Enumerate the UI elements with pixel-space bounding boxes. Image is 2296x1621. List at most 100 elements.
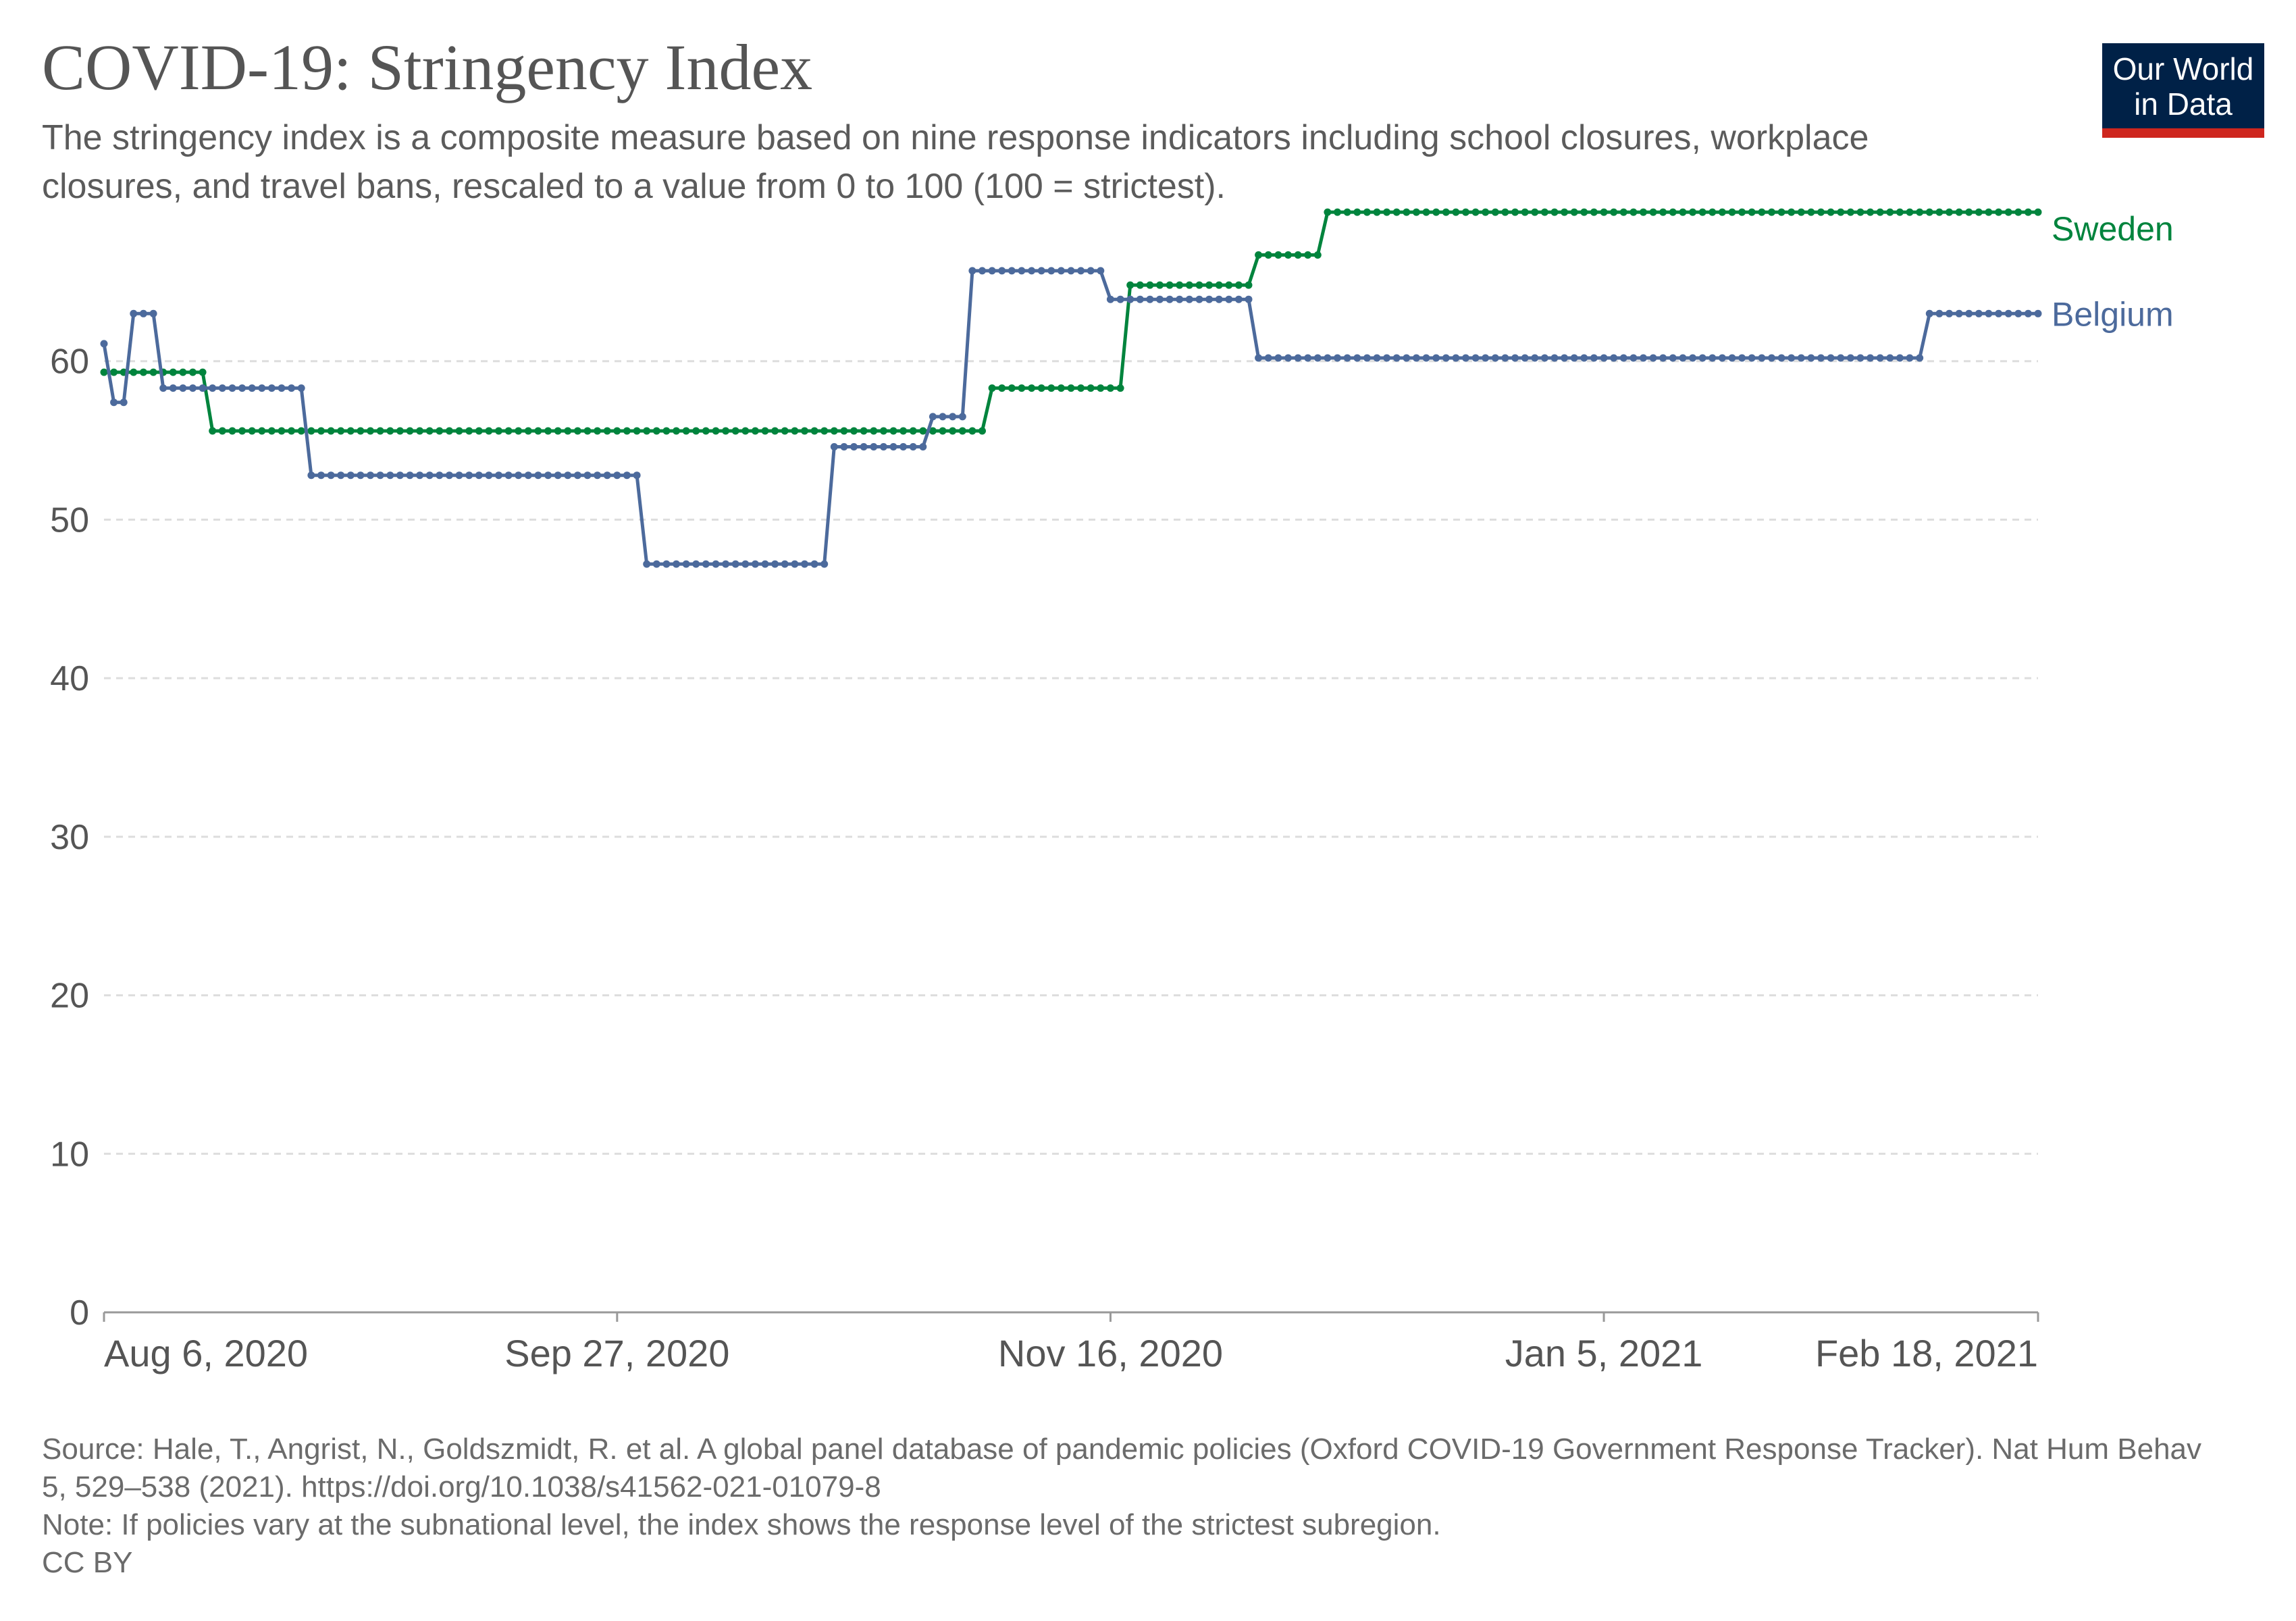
data-point-sweden — [594, 427, 602, 435]
data-point-sweden — [228, 427, 236, 435]
data-point-belgium — [504, 471, 513, 480]
data-point-belgium — [820, 560, 829, 568]
data-point-belgium — [1925, 309, 1933, 317]
data-point-sweden — [1777, 208, 1785, 216]
data-point-belgium — [1383, 354, 1391, 362]
data-point-belgium — [613, 471, 621, 480]
license-text: CC BY — [42, 1546, 133, 1579]
data-point-belgium — [712, 560, 720, 568]
logo-accent-bar — [2102, 128, 2264, 138]
data-point-belgium — [1442, 354, 1450, 362]
data-point-sweden — [1373, 208, 1381, 216]
data-point-sweden — [1274, 251, 1282, 259]
data-point-belgium — [1255, 354, 1263, 362]
data-point-belgium — [1590, 354, 1598, 362]
data-point-belgium — [1679, 354, 1687, 362]
data-point-sweden — [1965, 208, 1973, 216]
data-point-sweden — [367, 427, 374, 435]
data-point-belgium — [1028, 267, 1036, 275]
data-point-belgium — [1540, 354, 1548, 362]
data-point-sweden — [1521, 208, 1529, 216]
data-point-belgium — [1669, 354, 1677, 362]
data-point-sweden — [1925, 208, 1933, 216]
data-point-sweden — [1738, 208, 1746, 216]
data-point-sweden — [248, 427, 256, 435]
data-point-belgium — [2034, 309, 2042, 317]
data-point-sweden — [1600, 208, 1608, 216]
data-point-sweden — [652, 427, 660, 435]
data-point-sweden — [425, 427, 434, 435]
data-point-sweden — [1403, 208, 1411, 216]
data-point-sweden — [307, 427, 315, 435]
data-point-sweden — [1412, 208, 1420, 216]
data-point-belgium — [919, 443, 927, 451]
data-point-sweden — [968, 427, 976, 435]
data-point-belgium — [633, 471, 641, 480]
data-point-belgium — [425, 471, 434, 480]
data-point-sweden — [1718, 208, 1726, 216]
data-point-sweden — [1975, 208, 1983, 216]
data-point-sweden — [1422, 208, 1430, 216]
owid-logo[interactable]: Our World in Data — [2102, 43, 2264, 138]
data-point-belgium — [564, 471, 572, 480]
data-point-belgium — [1264, 354, 1272, 362]
data-point-belgium — [741, 560, 750, 568]
data-point-belgium — [357, 471, 365, 480]
data-point-belgium — [1452, 354, 1460, 362]
y-tick-label: 30 — [50, 818, 89, 857]
data-point-belgium — [386, 471, 394, 480]
data-point-belgium — [1561, 354, 1569, 362]
data-point-belgium — [751, 560, 759, 568]
data-point-belgium — [544, 471, 552, 480]
data-point-belgium — [1373, 354, 1381, 362]
x-tick-label: Feb 18, 2021 — [1815, 1332, 2038, 1374]
data-point-sweden — [139, 368, 147, 376]
data-point-sweden — [1797, 208, 1805, 216]
data-point-belgium — [1600, 354, 1608, 362]
data-point-belgium — [810, 560, 818, 568]
data-point-sweden — [2004, 208, 2012, 216]
x-tick-label: Aug 6, 2020 — [104, 1332, 308, 1374]
data-point-belgium — [416, 471, 424, 480]
data-point-belgium — [929, 413, 937, 421]
data-point-belgium — [1284, 354, 1292, 362]
data-point-belgium — [692, 560, 700, 568]
data-point-sweden — [1047, 384, 1055, 392]
data-point-belgium — [771, 560, 779, 568]
data-point-belgium — [879, 443, 887, 451]
data-point-belgium — [1205, 295, 1214, 303]
data-point-belgium — [228, 384, 236, 392]
data-point-sweden — [1846, 208, 1854, 216]
data-point-belgium — [1116, 295, 1124, 303]
data-point-belgium — [199, 384, 207, 392]
data-point-sweden — [436, 427, 444, 435]
axis-layer: 0 10 20 30 40 50 60 Aug 6, 2020 Sep 27, 2020 Nov … — [50, 342, 2039, 1374]
data-point-belgium — [2024, 309, 2032, 317]
data-point-belgium — [1718, 354, 1726, 362]
data-point-belgium — [1195, 295, 1203, 303]
data-point-belgium — [1659, 354, 1667, 362]
data-point-sweden — [603, 427, 611, 435]
data-point-belgium — [968, 267, 976, 275]
data-point-sweden — [1334, 208, 1341, 216]
data-point-belgium — [475, 471, 483, 480]
data-point-sweden — [761, 427, 769, 435]
data-point-belgium — [870, 443, 878, 451]
data-point-belgium — [603, 471, 611, 480]
data-point-belgium — [2004, 309, 2012, 317]
data-point-belgium — [238, 384, 246, 392]
y-tick-label: 10 — [50, 1135, 89, 1174]
data-point-belgium — [1965, 309, 1973, 317]
data-point-sweden — [1935, 208, 1943, 216]
data-point-belgium — [958, 413, 966, 421]
data-point-sweden — [712, 427, 720, 435]
data-point-belgium — [1531, 354, 1539, 362]
data-point-belgium — [791, 560, 799, 568]
logo-line-1: Our World — [2112, 51, 2254, 86]
data-point-sweden — [741, 427, 750, 435]
data-point-sweden — [988, 384, 996, 392]
data-point-sweden — [1166, 281, 1174, 289]
x-tick-label: Jan 5, 2021 — [1505, 1332, 1703, 1374]
data-point-sweden — [1313, 251, 1322, 259]
data-point-belgium — [1215, 295, 1223, 303]
